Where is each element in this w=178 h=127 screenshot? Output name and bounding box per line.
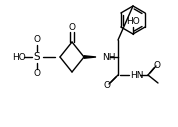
Text: HN: HN [130, 70, 143, 80]
Text: O: O [153, 60, 161, 69]
Text: O: O [33, 36, 41, 44]
Text: S: S [34, 52, 40, 62]
Text: HO: HO [12, 52, 26, 61]
Text: O: O [69, 23, 75, 33]
Text: HO: HO [126, 18, 140, 27]
Text: O: O [103, 81, 111, 90]
Text: O: O [33, 69, 41, 78]
Text: NH: NH [102, 52, 116, 61]
Polygon shape [84, 56, 96, 58]
